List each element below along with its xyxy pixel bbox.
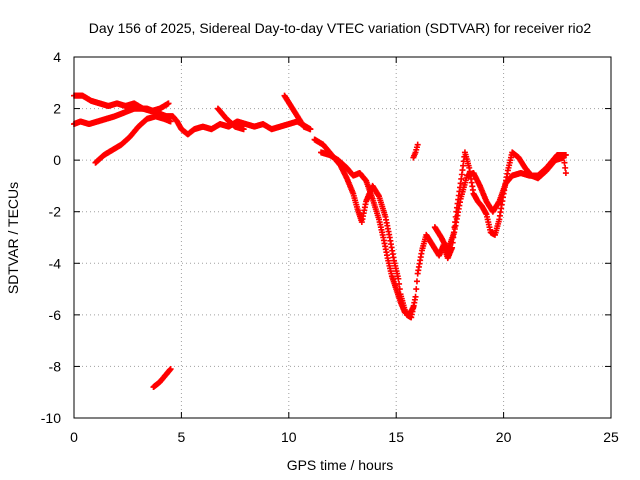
y-tick-label: -6 <box>49 307 62 323</box>
x-tick-label: 10 <box>281 429 297 445</box>
data-point <box>167 366 174 373</box>
x-axis-label: GPS time / hours <box>287 457 394 473</box>
data-point <box>562 170 569 177</box>
y-tick-label: -10 <box>41 410 61 426</box>
data-point <box>395 275 402 282</box>
data-point <box>240 126 247 133</box>
x-tick-label: 20 <box>496 429 512 445</box>
y-tick-label: -8 <box>49 358 62 374</box>
y-tick-label: -4 <box>49 255 62 271</box>
data-point <box>307 126 314 133</box>
data-point <box>413 278 420 285</box>
x-tick-label: 5 <box>178 429 186 445</box>
data-point <box>165 100 172 107</box>
data-point <box>410 304 417 311</box>
axis-ticks <box>73 56 612 419</box>
x-tick-labels: 0 5 10 15 20 25 <box>70 429 619 445</box>
plot-frame <box>73 56 612 419</box>
chart-title: Day 156 of 2025, Sidereal Day-to-day VTE… <box>89 20 592 36</box>
data-points <box>71 92 569 391</box>
x-tick-label: 0 <box>70 429 78 445</box>
data-point <box>413 286 420 293</box>
data-point <box>414 141 421 148</box>
x-tick-label: 15 <box>388 429 404 445</box>
y-tick-label: 4 <box>53 49 61 65</box>
grid <box>74 57 611 418</box>
x-tick-label: 25 <box>603 429 619 445</box>
data-point <box>562 151 569 158</box>
data-point <box>562 164 569 171</box>
data-point <box>167 118 174 125</box>
y-tick-label: -2 <box>49 204 62 220</box>
y-tick-label: 2 <box>53 101 61 117</box>
data-point <box>561 159 568 166</box>
y-axis-label: SDTVAR / TECUs <box>5 182 21 294</box>
y-tick-label: 0 <box>53 152 61 168</box>
y-tick-labels: -10 -8 -6 -4 -2 0 2 4 <box>41 49 61 426</box>
data-point <box>412 293 419 300</box>
